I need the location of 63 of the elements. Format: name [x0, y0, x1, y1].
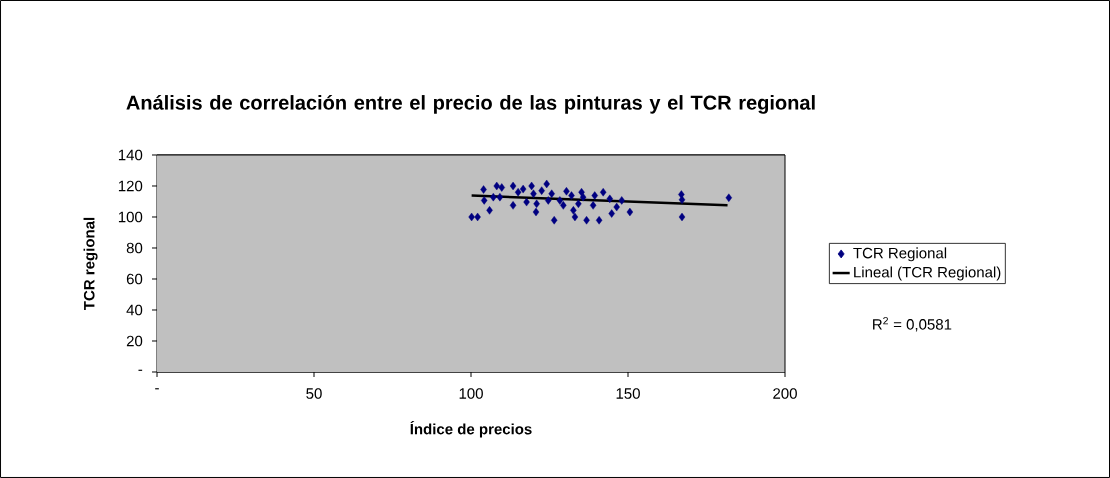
- x-tick-label: 200: [773, 388, 797, 399]
- point: [532, 207, 540, 217]
- point: [613, 202, 620, 212]
- x-tick-label: 150: [616, 388, 640, 399]
- point: [548, 189, 555, 198]
- y-tick-label: 80: [126, 242, 143, 254]
- point: [575, 199, 582, 209]
- x-tick-label: -: [155, 388, 159, 390]
- point: [523, 197, 530, 207]
- point: [543, 179, 550, 189]
- legend-label: Lineal (TCR Regional): [854, 266, 1001, 281]
- point: [496, 192, 504, 202]
- point: [556, 196, 564, 205]
- point: [481, 196, 488, 205]
- y-axis-title: TCR regional: [83, 217, 98, 310]
- point: [563, 187, 570, 196]
- point: [468, 212, 475, 222]
- y-tick-label: 140: [118, 149, 143, 161]
- y-tick-label: 120: [118, 180, 143, 192]
- chart-title: Análisis de correlación entre el precio de las pinturas y el TCR regional: [126, 94, 815, 114]
- x-tick-label: 50: [306, 388, 322, 399]
- y-tick-label: 40: [126, 304, 143, 316]
- point: [568, 191, 575, 200]
- point: [608, 209, 615, 218]
- point: [591, 191, 598, 200]
- point: [490, 192, 497, 202]
- point: [606, 194, 613, 204]
- x-axis-title: Índice de precios: [410, 421, 532, 438]
- point: [519, 184, 527, 194]
- point: [583, 216, 590, 225]
- point: [530, 189, 537, 198]
- y-tick-label: 100: [118, 211, 143, 223]
- point: [533, 199, 540, 209]
- point: [480, 185, 487, 194]
- point: [571, 212, 579, 222]
- point: [509, 181, 517, 191]
- point: [474, 212, 481, 222]
- point: [570, 206, 577, 215]
- point: [486, 206, 493, 215]
- point: [678, 212, 686, 222]
- point: [551, 216, 558, 225]
- point: [589, 201, 597, 210]
- point: [725, 193, 732, 202]
- y-tick-label: 20: [126, 335, 143, 347]
- point: [514, 187, 522, 197]
- y-tick-label: 60: [126, 273, 143, 285]
- point: [595, 216, 603, 225]
- point: [538, 186, 545, 195]
- point: [498, 183, 505, 192]
- x-tick-label: 100: [459, 388, 483, 399]
- point: [626, 207, 634, 217]
- point: [509, 201, 517, 210]
- point: [493, 181, 500, 191]
- point: [528, 181, 535, 191]
- point: [600, 187, 607, 197]
- text: R$^{2}$ = 0,0581: [873, 317, 952, 332]
- point: [579, 192, 587, 202]
- point: [678, 195, 686, 204]
- point: [560, 201, 567, 210]
- legend-label: TCR Regional: [853, 247, 947, 262]
- point: [618, 196, 625, 205]
- point: [545, 196, 552, 205]
- y-tick-label: -: [138, 369, 143, 371]
